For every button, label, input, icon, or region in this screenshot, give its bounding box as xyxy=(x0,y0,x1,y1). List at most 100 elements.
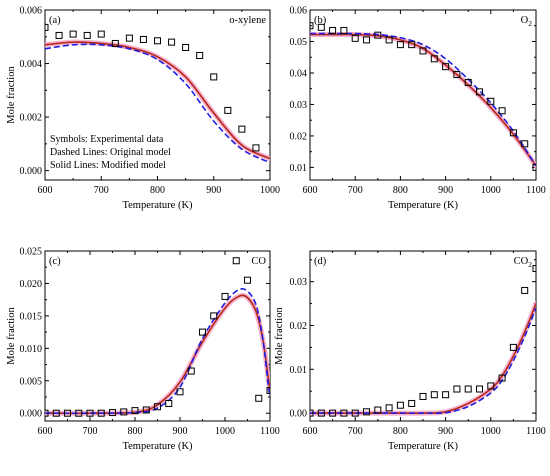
species-label: CO xyxy=(251,256,266,267)
species-subscript: 2 xyxy=(528,19,532,28)
x-tick-label: 800 xyxy=(393,426,408,437)
y-tick-label: 0.03 xyxy=(290,100,308,111)
experimental-point xyxy=(176,388,184,396)
experimental-point xyxy=(430,55,438,63)
y-tick-label: 0.005 xyxy=(20,376,43,387)
x-tick-label: 700 xyxy=(348,426,363,437)
experimental-point xyxy=(83,31,91,39)
experimental-point xyxy=(408,41,416,49)
data-layer xyxy=(45,23,270,164)
experimental-point xyxy=(310,409,314,417)
experimental-point xyxy=(266,387,270,395)
experimental-point xyxy=(310,22,314,30)
experimental-point xyxy=(487,382,495,390)
y-tick-label: 0.02 xyxy=(290,321,308,332)
experimental-point xyxy=(317,409,325,417)
experimental-point xyxy=(329,409,337,417)
axes-frame xyxy=(309,250,537,422)
x-tick-label: 800 xyxy=(128,426,143,437)
x-tick-label: 600 xyxy=(38,185,53,196)
species-name: CO xyxy=(251,256,266,267)
y-axis-label: Mole fraction xyxy=(6,66,17,124)
y-tick-label: 0.004 xyxy=(20,59,43,70)
original-model-line xyxy=(310,307,536,415)
x-tick-label: 1000 xyxy=(481,426,501,437)
experimental-point xyxy=(224,106,232,114)
y-tick-label: 0.006 xyxy=(20,6,43,17)
y-axis-label: Mole fraction xyxy=(274,307,285,365)
experimental-point xyxy=(521,140,529,148)
experimental-point xyxy=(317,23,325,31)
y-tick-label: 0.01 xyxy=(290,163,308,174)
experimental-point xyxy=(55,31,63,39)
experimental-point xyxy=(351,34,359,42)
y-tick-label: 0.025 xyxy=(20,247,43,258)
x-tick-label: 600 xyxy=(303,185,318,196)
legend-note: Dashed Lines: Original model xyxy=(50,147,171,158)
data-layer xyxy=(310,265,536,417)
experimental-point xyxy=(453,385,461,393)
x-tick-label: 900 xyxy=(438,426,453,437)
y-tick-label: 0.002 xyxy=(20,113,43,124)
data-layer xyxy=(310,22,536,171)
experimental-point xyxy=(64,409,71,417)
experimental-point xyxy=(396,401,404,409)
experimental-point xyxy=(168,38,176,46)
experimental-point xyxy=(442,391,450,399)
x-tick-label: 1000 xyxy=(215,426,235,437)
experimental-point xyxy=(487,97,495,105)
experimental-point xyxy=(340,409,348,417)
species-label: O2 xyxy=(521,15,533,28)
experimental-point xyxy=(419,47,427,55)
experimental-point xyxy=(430,391,438,399)
y-tick-label: 0.01 xyxy=(290,365,308,376)
experimental-point xyxy=(210,73,218,81)
y-tick-label: 0.05 xyxy=(290,37,308,48)
species-name: O xyxy=(521,15,529,26)
original-model-line xyxy=(310,32,536,167)
y-tick-label: 0.000 xyxy=(20,409,43,420)
experimental-point xyxy=(464,78,472,86)
experimental-point xyxy=(385,36,393,44)
experimental-point xyxy=(165,399,173,407)
legend-note: Symbols: Experimental data xyxy=(50,134,164,145)
species-name: CO xyxy=(514,256,529,267)
experimental-point xyxy=(252,144,260,152)
x-tick-label: 600 xyxy=(38,426,53,437)
x-tick-label: 600 xyxy=(303,426,318,437)
x-tick-label: 1000 xyxy=(260,185,280,196)
experimental-point xyxy=(464,385,472,393)
y-tick-label: 0.015 xyxy=(20,311,43,322)
species-label: CO2 xyxy=(514,256,533,269)
experimental-point xyxy=(509,129,517,137)
experimental-point xyxy=(125,34,133,42)
experimental-point xyxy=(476,88,483,96)
experimental-point xyxy=(131,407,139,415)
x-tick-label: 900 xyxy=(438,185,453,196)
experimental-point xyxy=(210,312,218,320)
experimental-point xyxy=(182,43,190,51)
experimental-point xyxy=(509,343,517,351)
modified-model-band xyxy=(45,292,270,416)
panel-tag: (a) xyxy=(49,15,61,26)
experimental-point xyxy=(363,408,370,416)
modified-model-line xyxy=(45,294,270,415)
y-tick-label: 0.020 xyxy=(20,279,43,290)
experimental-point xyxy=(532,265,536,273)
panel-tag: (b) xyxy=(314,15,327,26)
experimental-point xyxy=(498,107,506,115)
y-tick-label: 0.06 xyxy=(290,6,308,17)
experimental-point xyxy=(187,367,195,375)
species-label: o-xylene xyxy=(229,15,266,26)
panel-a: 600 700 800 900 1000 0.000 0.002 0.004 0.006 Temp… xyxy=(6,6,280,212)
experimental-point xyxy=(396,41,404,49)
experimental-point xyxy=(142,406,150,414)
original-model-line xyxy=(45,43,270,164)
experimental-point xyxy=(442,63,450,71)
experimental-point xyxy=(340,26,348,34)
experimental-point xyxy=(97,409,105,417)
experimental-point xyxy=(374,406,382,414)
experimental-point xyxy=(45,409,49,417)
experimental-point xyxy=(109,409,116,417)
original-model-line xyxy=(45,287,270,415)
